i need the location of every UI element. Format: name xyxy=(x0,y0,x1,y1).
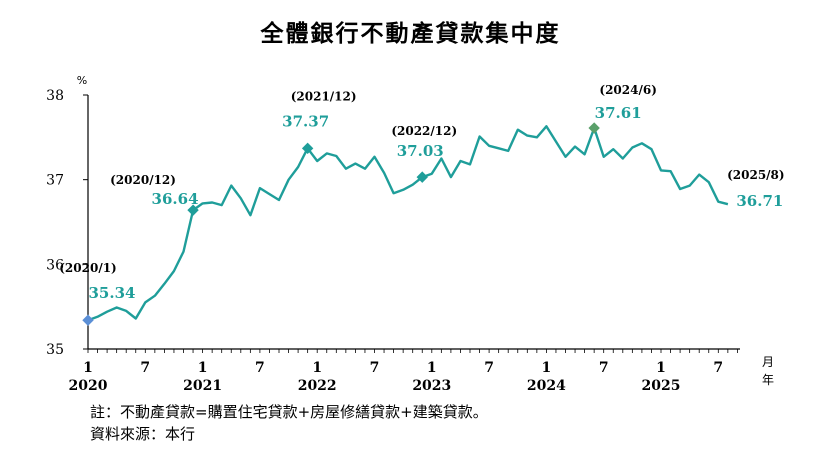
x-tick-month-label: 1 xyxy=(656,360,666,376)
x-axis-unit-month: 月 xyxy=(762,355,774,369)
annotation-date-label: (2020/12) xyxy=(110,173,176,187)
labels: (2020/1) 35.34 (2020/12) 36.64 (2021/12) 37.3… xyxy=(59,83,784,302)
y-tick-label: 35 xyxy=(46,342,64,358)
x-axis-unit-year: 年 xyxy=(762,373,774,387)
y-tick-label: 37 xyxy=(46,173,64,189)
x-tick-month-label: 7 xyxy=(713,360,723,376)
x-tick-year-label: 2021 xyxy=(183,378,222,394)
x-tick-month-label: 1 xyxy=(198,360,208,376)
x-tick-month-label: 1 xyxy=(312,360,322,376)
y-axis-unit: % xyxy=(77,74,87,87)
annotation-value-label: 36.71 xyxy=(736,192,783,210)
data-point-marker xyxy=(301,142,314,155)
annotation-date-label: (2020/1) xyxy=(59,261,117,275)
x-tick-year-label: 2025 xyxy=(642,378,681,394)
footnote: 註：不動產貸款=購置住宅貸款+房屋修繕貸款+建築貸款。 xyxy=(90,403,488,421)
annotation-value-label: 37.03 xyxy=(397,142,444,160)
annotation-date-label: (2021/12) xyxy=(291,89,357,103)
annotation-date-label: (2024/6) xyxy=(599,83,657,97)
x-tick-year-label: 2024 xyxy=(527,378,566,394)
x-tick-year-label: 2020 xyxy=(69,378,108,394)
x-tick-month-label: 7 xyxy=(255,360,265,376)
data-point-marker xyxy=(416,171,428,183)
annotation-date-label: (2025/8) xyxy=(727,168,785,182)
data-point-marker xyxy=(588,122,600,134)
x-tick-month-label: 7 xyxy=(370,360,380,376)
x-tick-year-label: 2022 xyxy=(298,378,337,394)
marks xyxy=(82,122,729,326)
y-tick-label: 38 xyxy=(46,88,64,104)
x-tick-month-label: 7 xyxy=(484,360,494,376)
x-tick-month-label: 7 xyxy=(599,360,609,376)
x-tick-month-label: 1 xyxy=(83,360,93,376)
y-tick-label: 36 xyxy=(46,257,64,273)
data-point-marker xyxy=(187,204,199,216)
annotation-value-label: 36.64 xyxy=(152,190,199,208)
annotation-date-label: (2022/12) xyxy=(391,124,457,138)
annotation-value-label: 37.37 xyxy=(282,112,329,130)
x-tick-month-label: 1 xyxy=(427,360,437,376)
source-note: 資料來源：本行 xyxy=(90,425,196,443)
chart-title: 全體銀行不動產貸款集中度 xyxy=(260,21,561,47)
x-tick-month-label: 1 xyxy=(542,360,552,376)
annotation-value-label: 35.34 xyxy=(89,284,136,302)
x-tick-month-label: 7 xyxy=(140,360,150,376)
axes: 35 36 37 38% 1 2020 7 1 2021 7 1 2022 7 1 2023 7 1 2024 7 1… xyxy=(46,74,774,394)
data-point-marker xyxy=(82,314,94,326)
x-tick-year-label: 2023 xyxy=(412,378,451,394)
annotation-value-label: 37.61 xyxy=(595,104,642,122)
